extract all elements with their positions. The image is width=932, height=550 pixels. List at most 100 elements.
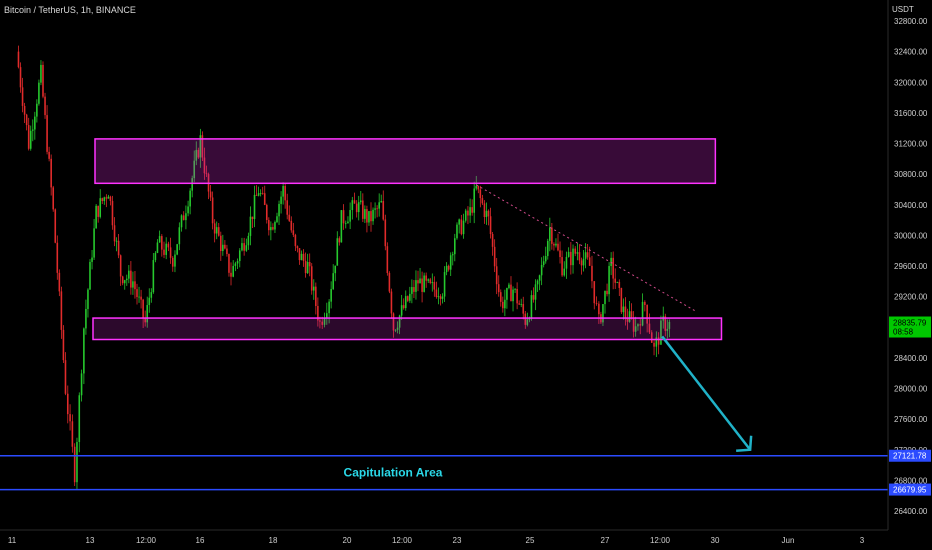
candle-body [158,236,161,243]
candle-body [576,252,579,254]
candle-body [312,286,315,291]
candle-body [255,194,258,196]
candle-body [483,203,486,218]
candle-body [60,291,63,330]
candle-body [366,209,368,223]
candle-body [370,211,372,222]
candle-body [294,234,297,247]
time-tick-label: 12:00 [392,536,413,545]
candle-body [340,210,343,243]
candle-body [384,219,387,247]
candle-body [40,64,42,83]
candle-body [584,252,587,259]
candle-body [236,261,239,264]
price-tick-label: 27600.00 [894,415,928,424]
candle-body [388,272,391,292]
candle-body [17,51,20,68]
candle-body [154,252,157,261]
candle-body [612,257,614,279]
candle-body [195,149,198,161]
candle-body [359,200,362,203]
candle-body [349,210,351,222]
candle-body [514,288,516,290]
candle-body [390,291,393,314]
resistance-zone[interactable] [94,138,717,185]
candle-body [282,186,284,197]
time-tick-label: 23 [453,536,462,545]
candle-body [249,216,252,236]
candle-body [62,329,65,361]
candle-body [119,255,122,277]
candle-body [150,292,153,298]
candle-body [332,273,334,290]
candle-body [544,256,547,262]
candle-body [588,257,591,266]
candle-body [528,318,531,320]
price-tick-label: 32800.00 [894,17,928,26]
candle-body [417,280,419,284]
candle-body [308,262,311,267]
candle-body [23,105,26,115]
candle-body [641,301,644,326]
candle-body [518,303,520,305]
candle-body [265,204,268,221]
candle-body [351,200,354,211]
candle-body [353,200,356,204]
projection-arrow[interactable] [661,335,752,451]
candle-body [156,242,159,253]
candle-body [614,278,617,283]
candle-body [201,135,204,158]
candle-body [56,242,59,273]
candle-body [429,279,432,283]
candle-body [64,360,67,394]
time-tick-label: 12:00 [650,536,671,545]
candle-body [274,222,276,230]
candle-body [111,201,114,226]
candle-body [191,178,193,191]
candle-body [167,243,170,248]
candle-body [310,266,313,291]
candle-body [423,275,425,292]
time-tick-label: 20 [343,536,352,545]
time-tick-label: 16 [196,536,205,545]
candle-body [431,282,434,283]
candle-countdown-label: 08:58 [893,328,914,337]
candle-body [655,337,658,347]
candle-body [268,220,270,231]
candle-body [561,257,563,276]
candle-body [187,206,189,214]
candle-body [176,244,178,255]
time-axis[interactable]: 11 13 12:00 16 18 20 12:00 23 25 27 12:00 30 Jun 3 [0,529,888,545]
candle-body [532,295,535,300]
candle-body [506,288,508,300]
candle-body [616,282,619,283]
candle-body [259,193,262,195]
candle-body [319,320,321,322]
candle-body [89,261,91,290]
price-tick-label: 26400.00 [894,507,928,516]
candle-body [624,306,627,318]
candle-body [163,249,165,255]
candle-body [445,265,448,273]
candle-body [54,209,57,243]
support-zone[interactable] [92,317,723,341]
candle-body [355,203,358,213]
candle-body [146,305,149,323]
candle-body [386,246,389,273]
candle-body [142,299,144,318]
candle-body [27,125,30,149]
candle-body [481,198,484,204]
candle-body [109,196,112,202]
candle-body [136,289,138,298]
candle-body [245,245,248,251]
candle-body [460,219,463,235]
candle-body [586,252,589,258]
candle-body [374,208,376,210]
candle-body [213,223,216,234]
descending-trendline[interactable] [476,184,698,313]
candle-body [317,305,319,321]
candle-body [36,103,38,117]
candle-body [121,276,124,284]
price-axis[interactable]: 32800.00 32400.00 32000.00 31600.00 31200.00… [887,0,931,530]
